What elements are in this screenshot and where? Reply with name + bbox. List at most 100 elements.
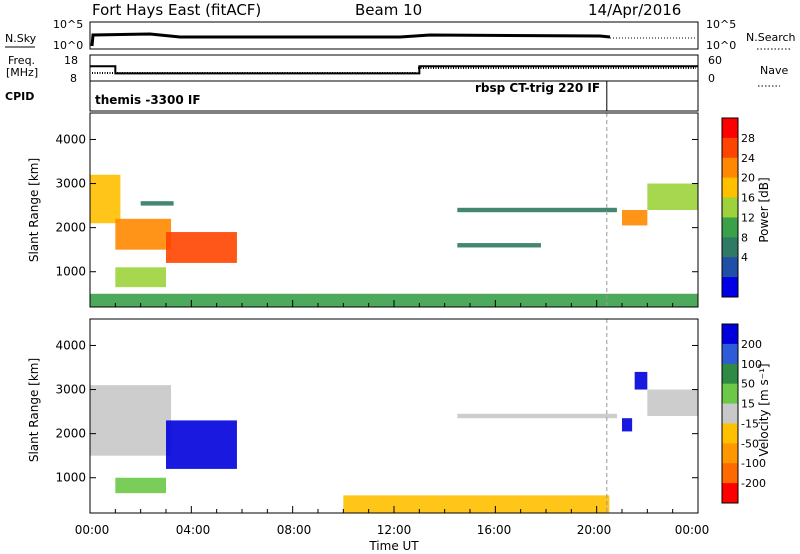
colorbar-swatch-2 [722, 157, 738, 179]
xtick-2: 08:00 [277, 523, 312, 537]
colorbar-tick-6: 4 [741, 251, 748, 264]
scatter-region-7 [343, 495, 610, 513]
noise-left-tick-top: 10^5 [53, 18, 83, 31]
freq-label-1: Freq. [8, 54, 35, 67]
power-ylabel: Slant Range [km] [27, 158, 41, 262]
noise-sky-trace [90, 32, 611, 47]
xtick-3: 12:00 [377, 523, 412, 537]
power-y-axis: 1000 2000 3000 4000 [55, 132, 698, 279]
ytick-label-2000: 2000 [55, 427, 86, 441]
colorbar-frame [721, 117, 739, 298]
xaxis-label: Time UT [368, 539, 419, 553]
time-axis: 00:00 04:00 08:00 12:00 16:00 20:00 00:0… [75, 300, 710, 553]
xtick-1: 04:00 [176, 523, 211, 537]
velocity-marks [90, 319, 698, 513]
frequency-panel: Freq. [MHz] 18 8 60 0 Nave [6, 54, 788, 87]
colorbar-tick-5: 8 [741, 231, 748, 244]
colorbar-swatch-4 [722, 403, 738, 424]
ytick-label-3000: 3000 [55, 383, 86, 397]
scatter-region-1 [115, 218, 172, 250]
colorbar-swatch-8 [722, 277, 738, 298]
freq-label-2: [MHz] [6, 66, 38, 79]
colorbar-swatch-7 [722, 257, 738, 278]
cpid-panel: CPID themis -3300 IF rbsp CT-trig 220 IF [5, 80, 699, 112]
colorbar-tick-1: 100 [741, 358, 762, 371]
scatter-region-5 [457, 243, 541, 248]
station-title: Fort Hays East (fitACF) [92, 1, 261, 19]
noise-left-label: N.Sky [5, 32, 37, 45]
colorbar-swatch-8 [722, 483, 738, 504]
colorbar-swatch-0 [722, 118, 738, 139]
colorbar-swatch-3 [722, 383, 738, 405]
cpid-mode-2: rbsp CT-trig 220 IF [475, 81, 600, 95]
colorbar-tick-6: -100 [741, 457, 766, 470]
date-title: 14/Apr/2016 [588, 1, 681, 19]
ytick-label-4000: 4000 [55, 338, 86, 352]
scatter-region-0 [90, 385, 172, 456]
scatter-region-8 [647, 183, 698, 210]
velocity-y-axis: 1000 2000 3000 4000 [55, 338, 698, 485]
colorbar-frame [721, 323, 739, 504]
noise-right-label: N.Search [746, 31, 796, 44]
colorbar-tick-4: 12 [741, 211, 755, 224]
ytick-label-2000: 2000 [55, 221, 86, 235]
noise-right-tick-bottom: 10^0 [706, 39, 736, 52]
scatter-region-1 [166, 420, 237, 469]
colorbar-swatch-4 [722, 197, 738, 218]
xtick-6: 00:00 [675, 523, 710, 537]
colorbar-swatch-5 [722, 423, 738, 444]
velocity-colorbar: 200 100 50 15 -15 -50 -100 -200 [721, 323, 766, 504]
colorbar-tick-7: -200 [741, 477, 766, 490]
velocity-ylabel: Slant Range [km] [27, 358, 41, 462]
colorbar-swatch-5 [722, 217, 738, 238]
xtick-0: 00:00 [75, 523, 110, 537]
power-colorbar-label: Power [dB] [757, 177, 771, 242]
colorbar-swatch-6 [722, 237, 738, 258]
colorbar-tick-2: 20 [741, 172, 755, 185]
colorbar-tick-0: 200 [741, 338, 762, 351]
scatter-region-2 [115, 477, 166, 494]
colorbar-swatch-0 [722, 324, 738, 345]
power-panel: 1000 2000 3000 4000 Slant Range [km] 28 24 20… [27, 112, 771, 308]
scatter-region-4 [140, 201, 174, 206]
colorbar-tick-3: 16 [741, 192, 755, 205]
scatter-region-3 [457, 413, 617, 419]
nave-trace [92, 67, 696, 74]
xtick-5: 20:00 [577, 523, 612, 537]
colorbar-swatch-3 [722, 177, 738, 199]
beam-title: Beam 10 [355, 1, 422, 19]
frequency-trace [90, 65, 698, 75]
ytick-label-1000: 1000 [55, 265, 86, 279]
colorbar-swatch-1 [722, 343, 738, 365]
colorbar-swatch-7 [722, 463, 738, 484]
ytick-label-1000: 1000 [55, 471, 86, 485]
cpid-mode-1: themis -3300 IF [95, 93, 201, 107]
nave-label: Nave [760, 64, 788, 77]
colorbar-tick-3: 15 [741, 398, 755, 411]
noise-panel: N.Sky 10^5 10^0 10^5 10^0 N.Search [5, 18, 796, 56]
scatter-region-6 [647, 389, 698, 416]
colorbar-swatch-1 [722, 137, 738, 159]
colorbar-swatch-6 [722, 443, 738, 464]
scatter-region-6 [457, 207, 617, 213]
scatter-region-0 [90, 174, 121, 224]
colorbar-tick-5: -50 [741, 437, 759, 450]
colorbar-tick-1: 24 [741, 152, 755, 165]
scatter-region-5 [634, 371, 648, 390]
scatter-region-2 [166, 232, 237, 263]
scatter-region-7 [622, 210, 648, 226]
noise-right-tick-top: 10^5 [706, 18, 736, 31]
freq-tick-top: 18 [64, 54, 78, 67]
cpid-label: CPID [5, 90, 34, 103]
velocity-colorbar-label: Velocity [m s⁻¹] [757, 363, 771, 456]
freq-tick-bottom: 8 [70, 72, 77, 85]
scatter-region-3 [115, 267, 166, 288]
velocity-panel: 1000 2000 3000 4000 Slant Range [km] 200 100… [27, 318, 771, 514]
nave-tick-bottom: 0 [708, 72, 715, 85]
colorbar-swatch-2 [722, 363, 738, 385]
noise-left-tick-bottom: 10^0 [53, 39, 83, 52]
xtick-4: 16:00 [477, 523, 512, 537]
ytick-label-4000: 4000 [55, 132, 86, 146]
colorbar-tick-0: 28 [741, 132, 755, 145]
